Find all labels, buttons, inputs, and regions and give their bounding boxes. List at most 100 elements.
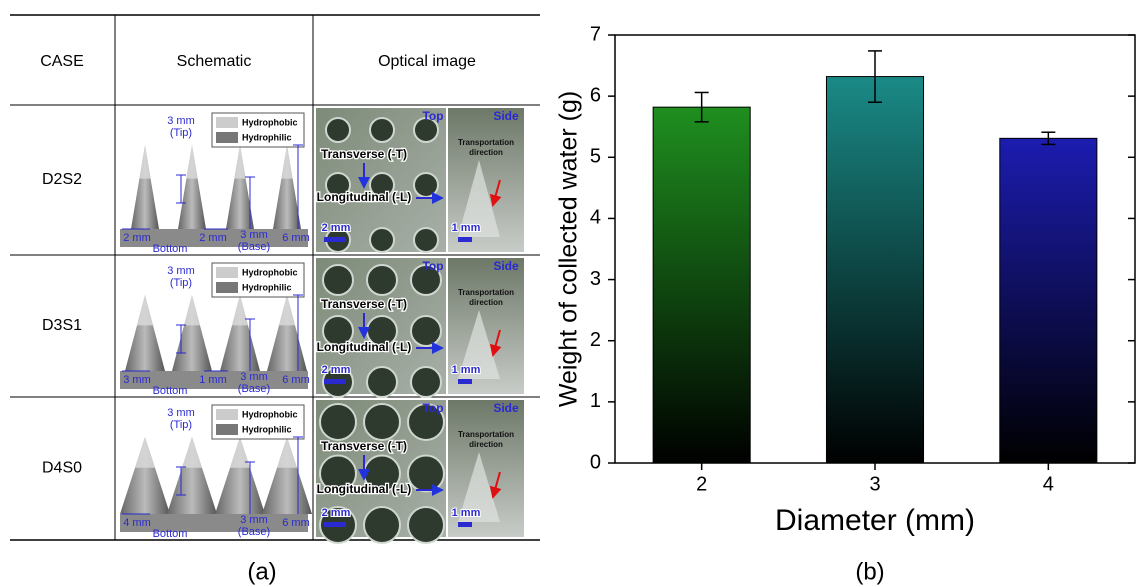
height-label: 6 mm bbox=[282, 232, 310, 244]
photo-cone bbox=[411, 367, 441, 397]
cone-tip bbox=[139, 145, 150, 179]
figure: (a) (b) CASESchematicOptical imageD2S2Hy… bbox=[0, 0, 1138, 587]
legend-swatch bbox=[216, 282, 238, 293]
legend-label: Hydrophobic bbox=[242, 267, 298, 277]
y-tick-label: 1 bbox=[590, 390, 601, 412]
y-tick-label: 2 bbox=[590, 329, 601, 351]
bar bbox=[653, 107, 750, 463]
y-axis-title: Weight of collected water (g) bbox=[555, 91, 583, 407]
x-axis-title: Diameter (mm) bbox=[775, 504, 975, 537]
photo-cone bbox=[320, 404, 356, 440]
scale-bar bbox=[324, 522, 346, 527]
photo-cone bbox=[411, 316, 441, 346]
legend-swatch bbox=[216, 409, 238, 420]
transport-label: direction bbox=[469, 440, 503, 449]
cone-tip bbox=[137, 295, 153, 325]
table-header: CASE bbox=[40, 53, 84, 70]
top-label: Top bbox=[422, 109, 443, 123]
longitudinal-label: Longitudinal (-L) bbox=[317, 190, 412, 204]
scale-bar bbox=[458, 522, 472, 527]
table-header: Schematic bbox=[177, 53, 252, 70]
photo-cone bbox=[364, 404, 400, 440]
cone-tip bbox=[135, 437, 155, 468]
page: (a) (b) CASESchematicOptical imageD2S2Hy… bbox=[0, 0, 1138, 587]
x-tick-label: 2 bbox=[696, 473, 707, 495]
top-label: Top bbox=[422, 401, 443, 415]
caption-a: (a) bbox=[247, 558, 276, 585]
y-tick-label: 3 bbox=[590, 268, 601, 290]
spacing-label: 4 mm bbox=[123, 517, 151, 529]
photo-cone bbox=[364, 507, 400, 543]
gap-label: 2 mm bbox=[199, 232, 227, 244]
scale-label: 1 mm bbox=[452, 507, 481, 519]
side-label: Side bbox=[493, 109, 519, 123]
bottom-label: Bottom bbox=[153, 528, 188, 540]
photo-cone bbox=[370, 118, 394, 142]
photo-cone bbox=[414, 228, 438, 252]
tip-label: (Tip) bbox=[170, 419, 192, 431]
base-label: (Base) bbox=[238, 241, 270, 253]
cone-tip bbox=[234, 145, 245, 179]
y-tick-label: 7 bbox=[590, 23, 601, 45]
scale-bar bbox=[324, 379, 346, 384]
photo-cone bbox=[323, 265, 353, 295]
spacing-label: 2 mm bbox=[123, 232, 151, 244]
photo-cone bbox=[408, 456, 444, 492]
gap-label: 1 mm bbox=[199, 374, 227, 386]
caption-b: (b) bbox=[855, 558, 884, 585]
bar bbox=[826, 77, 923, 463]
top-label: Top bbox=[422, 259, 443, 273]
bar bbox=[1000, 138, 1097, 463]
photo-cone bbox=[326, 118, 350, 142]
transport-label: Transportation bbox=[458, 138, 514, 147]
photo-cone bbox=[370, 228, 394, 252]
cone-tip bbox=[230, 437, 250, 468]
legend-swatch bbox=[216, 424, 238, 435]
cone-tip bbox=[182, 437, 202, 468]
x-tick-label: 4 bbox=[1043, 473, 1054, 495]
photo-cone bbox=[414, 173, 438, 197]
scale-label: 1 mm bbox=[452, 222, 481, 234]
photo-cone bbox=[408, 507, 444, 543]
height-label: 6 mm bbox=[282, 517, 310, 529]
cone-tip bbox=[184, 295, 200, 325]
base-label: 3 mm bbox=[240, 514, 268, 526]
side-label: Side bbox=[493, 259, 519, 273]
bottom-label: Bottom bbox=[153, 385, 188, 397]
longitudinal-label: Longitudinal (-L) bbox=[317, 482, 412, 496]
legend-label: Hydrophilic bbox=[242, 424, 292, 434]
y-tick-label: 4 bbox=[590, 207, 601, 229]
bottom-label: Bottom bbox=[153, 243, 188, 255]
tip-label: 3 mm bbox=[167, 265, 195, 277]
longitudinal-label: Longitudinal (-L) bbox=[317, 340, 412, 354]
tip-label: 3 mm bbox=[167, 407, 195, 419]
y-tick-label: 5 bbox=[590, 146, 601, 168]
case-label: D3S1 bbox=[42, 317, 82, 334]
scale-bar bbox=[458, 379, 472, 384]
base-label: (Base) bbox=[238, 383, 270, 395]
legend-label: Hydrophilic bbox=[242, 282, 292, 292]
cone-tip bbox=[232, 295, 248, 325]
transport-label: Transportation bbox=[458, 288, 514, 297]
transverse-label: Transverse (-T) bbox=[321, 439, 407, 453]
tip-label: 3 mm bbox=[167, 115, 195, 127]
height-label: 6 mm bbox=[282, 374, 310, 386]
legend-label: Hydrophilic bbox=[242, 132, 292, 142]
spacing-label: 3 mm bbox=[123, 374, 151, 386]
base-label: 3 mm bbox=[240, 371, 268, 383]
legend-label: Hydrophobic bbox=[242, 117, 298, 127]
case-label: D2S2 bbox=[42, 171, 82, 188]
transport-label: direction bbox=[469, 298, 503, 307]
cone-tip bbox=[279, 295, 295, 325]
tip-label: (Tip) bbox=[170, 277, 192, 289]
legend-swatch bbox=[216, 267, 238, 278]
case-label: D4S0 bbox=[42, 460, 82, 477]
transport-label: Transportation bbox=[458, 430, 514, 439]
scale-label: 2 mm bbox=[322, 364, 351, 376]
base-label: 3 mm bbox=[240, 229, 268, 241]
cone-tip bbox=[281, 145, 292, 179]
legend-swatch bbox=[216, 132, 238, 143]
legend-label: Hydrophobic bbox=[242, 409, 298, 419]
transverse-label: Transverse (-T) bbox=[321, 297, 407, 311]
side-label: Side bbox=[493, 401, 519, 415]
